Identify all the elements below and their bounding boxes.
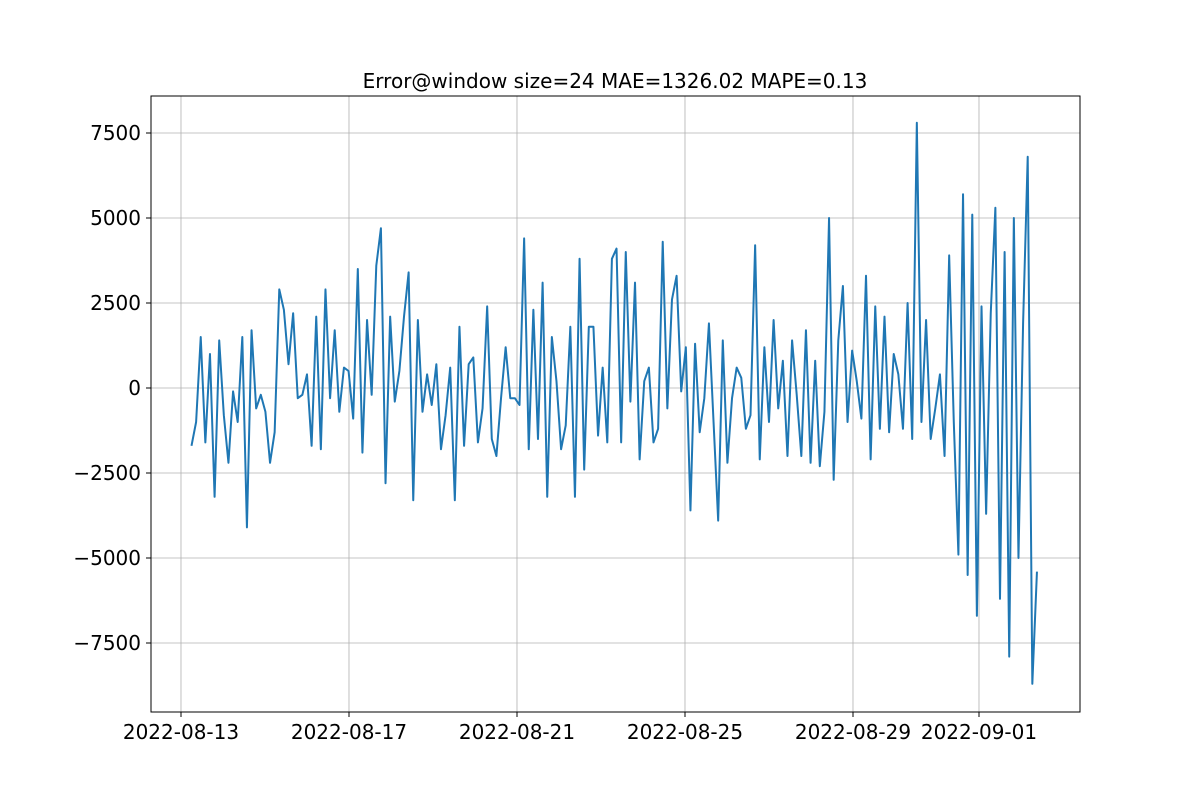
y-tick-label: 0 — [128, 376, 141, 400]
y-tick-label: 7500 — [90, 121, 141, 145]
x-tick-label: 2022-09-01 — [921, 720, 1037, 744]
axes-frame — [150, 95, 1081, 713]
y-tick-label: −2500 — [73, 461, 141, 485]
x-tick-label: 2022-08-21 — [459, 720, 575, 744]
line — [190, 121, 1038, 685]
y-tick-label: 2500 — [90, 291, 141, 315]
y-tick-label: −7500 — [73, 631, 141, 655]
x-tick-label: 2022-08-17 — [291, 720, 407, 744]
y-tick-label: 5000 — [90, 206, 141, 230]
x-tick-label: 2022-08-29 — [795, 720, 911, 744]
x-tick-label: 2022-08-13 — [123, 720, 239, 744]
x-tick-label: 2022-08-25 — [627, 720, 743, 744]
chart-title: Error@window size=24 MAE=1326.02 MAPE=0.… — [363, 69, 868, 93]
y-tick-label: −5000 — [73, 546, 141, 570]
